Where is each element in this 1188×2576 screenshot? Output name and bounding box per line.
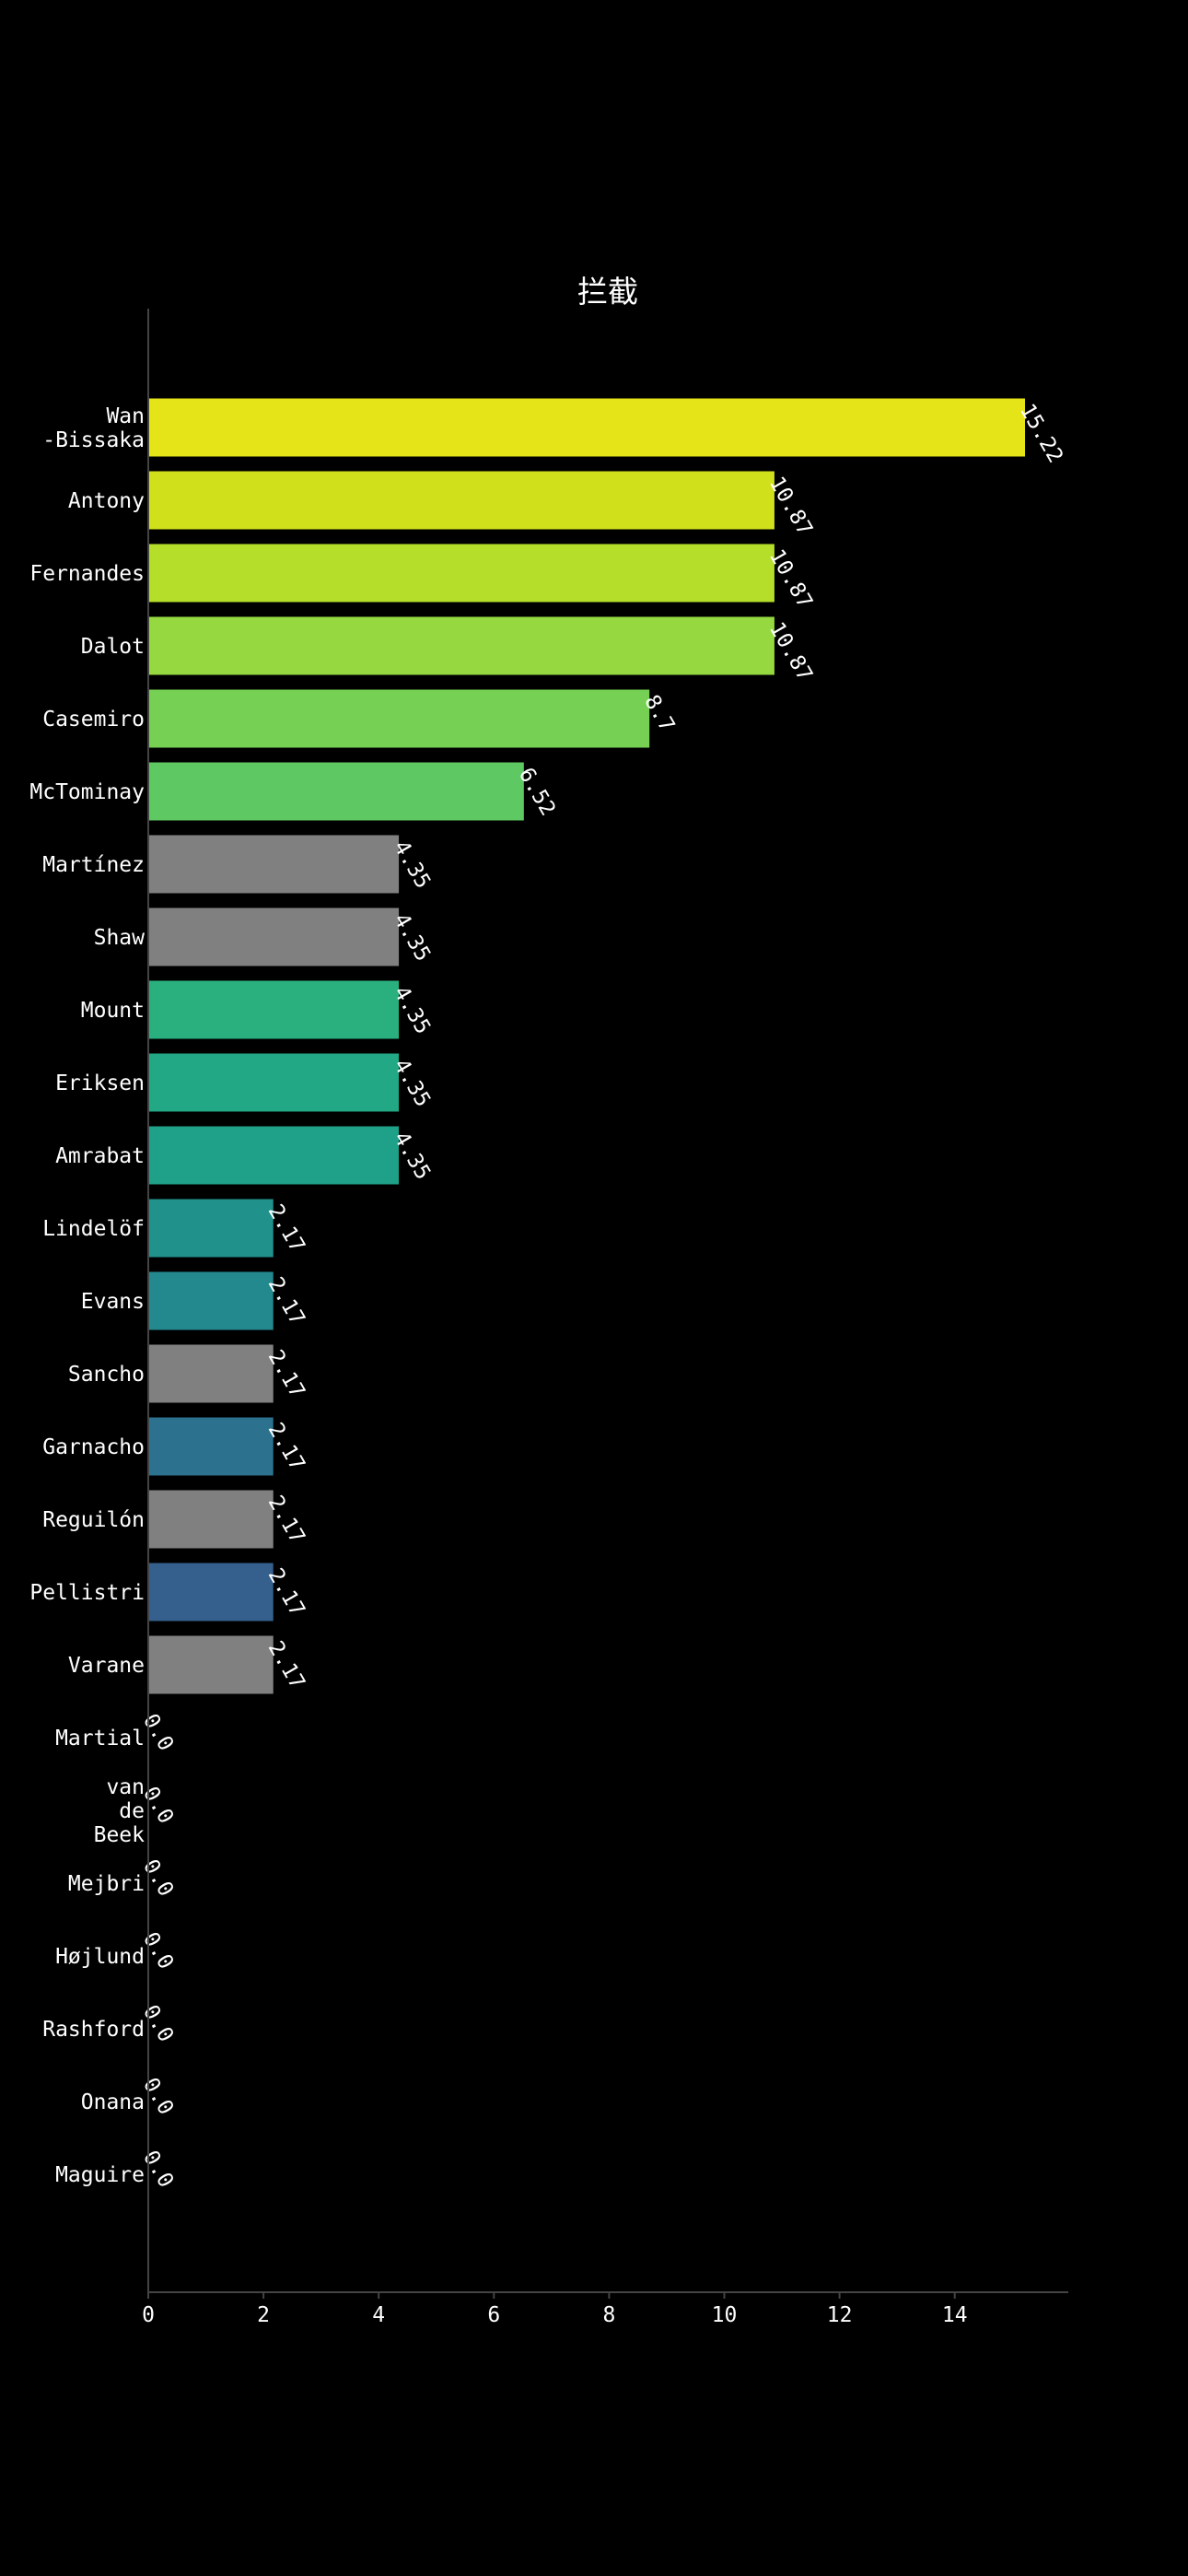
category-label: Rashford: [42, 2018, 145, 2042]
category-label: Onana: [81, 2090, 145, 2114]
category-label: Garnacho: [42, 1435, 145, 1459]
bar: [148, 1344, 274, 1403]
category-label: Amrabat: [55, 1144, 145, 1168]
bar: [148, 1271, 274, 1330]
bar: [148, 1417, 274, 1476]
category-label: Varane: [68, 1654, 145, 1678]
category-label: Mount: [81, 999, 145, 1023]
category-label: Martínez: [42, 853, 145, 877]
category-label: van de Beek: [94, 1775, 146, 1847]
category-label: Shaw: [94, 926, 146, 950]
bar: [148, 907, 400, 966]
x-tick-label: 4: [372, 2303, 385, 2327]
category-label: Eriksen: [55, 1071, 145, 1095]
x-tick-label: 14: [942, 2303, 968, 2327]
bar: [148, 471, 775, 530]
bar: [148, 1126, 400, 1185]
category-label: Maguire: [55, 2163, 145, 2187]
bars-layer: [148, 398, 1026, 1694]
x-tick-label: 8: [602, 2303, 615, 2327]
category-label: Evans: [81, 1290, 145, 1314]
category-label: Wan -Bissaka: [42, 404, 145, 452]
x-tick-label: 0: [142, 2303, 155, 2327]
bar: [148, 1490, 274, 1549]
category-labels: Wan -Bissaka Antony Fernandes Dalot Casemiro M…: [29, 404, 145, 2187]
category-label: Højlund: [55, 1945, 145, 1969]
x-tick-label: 12: [827, 2303, 853, 2327]
category-label: Casemiro: [42, 708, 145, 732]
bar: [148, 616, 775, 675]
category-label: Lindelöf: [42, 1217, 145, 1241]
category-label: Pellistri: [29, 1581, 145, 1605]
bar: [148, 762, 524, 821]
category-label: Fernandes: [29, 562, 145, 586]
category-label: Sancho: [68, 1363, 145, 1387]
bar: [148, 544, 775, 603]
x-axis-ticks: 0 2 4 6 8 10 12 14: [142, 2292, 968, 2327]
x-tick-label: 6: [487, 2303, 500, 2327]
bar: [148, 1199, 274, 1258]
bar: [148, 398, 1026, 457]
chart-title: 拦截: [577, 274, 638, 310]
category-label: Martial: [55, 1727, 145, 1751]
bar: [148, 980, 400, 1039]
bar: [148, 1563, 274, 1622]
category-label: Mejbri: [68, 1872, 145, 1896]
category-label: Dalot: [81, 635, 145, 659]
category-label: Antony: [68, 489, 145, 513]
bar: [148, 1635, 274, 1694]
x-tick-label: 2: [257, 2303, 270, 2327]
bar: [148, 689, 650, 748]
bar: [148, 1053, 400, 1112]
category-label: Reguilón: [42, 1508, 145, 1532]
category-label: McTominay: [29, 780, 145, 804]
bar: [148, 835, 400, 894]
x-tick-label: 10: [712, 2303, 738, 2327]
